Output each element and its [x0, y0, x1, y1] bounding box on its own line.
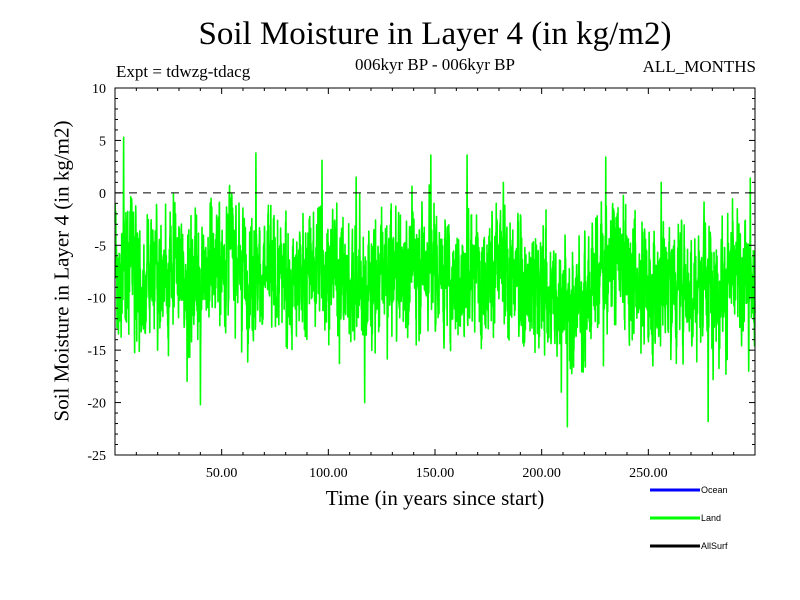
chart-title: Soil Moisture in Layer 4 (in kg/m2) [198, 16, 672, 52]
x-tick-label: 250.00 [629, 466, 668, 481]
x-tick-label: 50.00 [206, 466, 238, 481]
y-tick-label: -25 [87, 449, 106, 464]
x-tick-label: 200.00 [522, 466, 561, 481]
y-tick-label: -20 [87, 397, 106, 412]
series-line-land [114, 136, 756, 428]
x-tick-label: 100.00 [309, 466, 348, 481]
y-tick-label: -10 [87, 292, 106, 307]
legend-label-land: Land [701, 513, 721, 523]
x-axis: 50.00 100.00 150.00 200.00 250.00 [135, 88, 735, 481]
y-tick-label: 0 [99, 187, 106, 202]
months-label: ALL_MONTHS [642, 57, 756, 76]
chart-subtitle: 006kyr BP - 006kyr BP [355, 55, 515, 74]
x-axis-label: Time (in years since start) [325, 486, 545, 510]
y-tick-label: -15 [87, 344, 106, 359]
legend-label-allsurf: AllSurf [701, 541, 728, 551]
x-tick-label: 150.00 [416, 466, 455, 481]
experiment-label: Expt = tdwzg-tdacg [116, 62, 251, 81]
legend: Ocean Land AllSurf [650, 485, 728, 551]
y-axis: 10 5 0 -5 -10 -15 -20 -25 [87, 82, 755, 464]
y-tick-label: 5 [99, 134, 106, 149]
y-tick-label: 10 [92, 82, 106, 97]
legend-label-ocean: Ocean [701, 485, 728, 495]
y-tick-label: -5 [94, 239, 106, 254]
